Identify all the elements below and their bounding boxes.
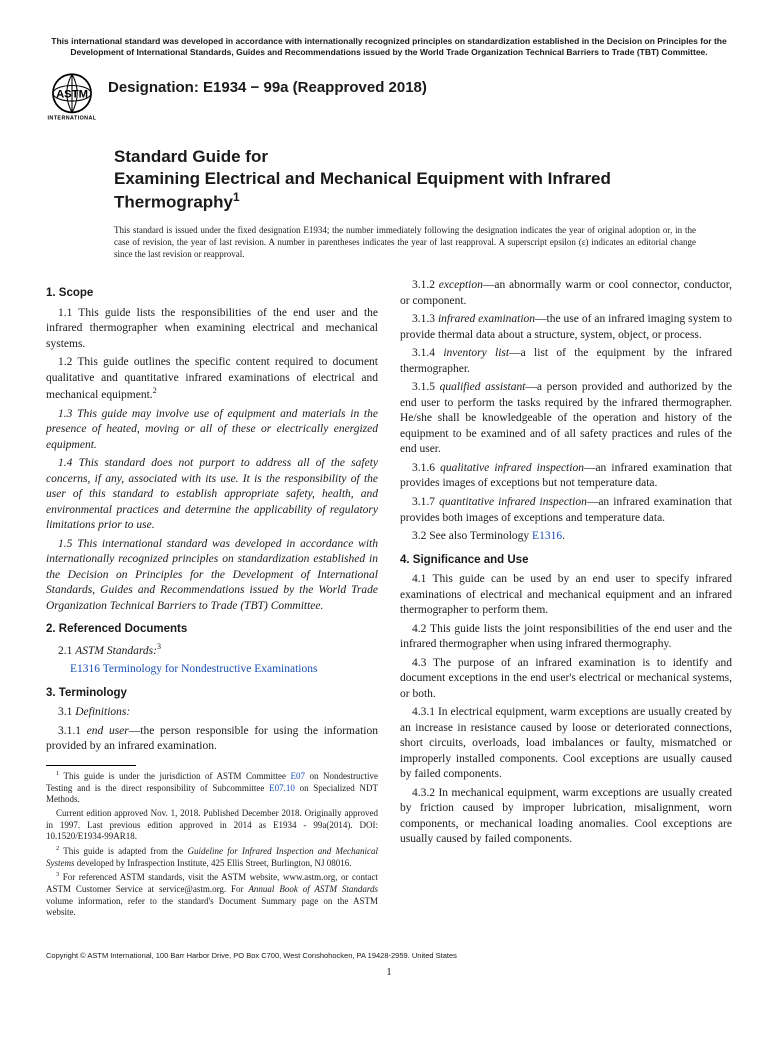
link-e07[interactable]: E07 — [291, 771, 306, 781]
para-3-1-4: 3.1.4 inventory list—a list of the equip… — [400, 346, 732, 377]
section-head-significance: 4. Significance and Use — [400, 553, 732, 569]
issue-note: This standard is issued under the fixed … — [114, 224, 696, 260]
para-4-3-2: 4.3.2 In mechanical equipment, warm exce… — [400, 786, 732, 848]
title-block: Standard Guide for Examining Electrical … — [114, 146, 732, 214]
title-kicker: Standard Guide for — [114, 146, 732, 168]
section-head-refdocs: 2. Referenced Documents — [46, 622, 378, 638]
para-3-1-2: 3.1.2 exception—an abnormally warm or co… — [400, 278, 732, 309]
para-3-1-7: 3.1.7 quantitative infrared inspection—a… — [400, 495, 732, 526]
para-1-2: 1.2 This guide outlines the specific con… — [46, 355, 378, 403]
section-head-scope: 1. Scope — [46, 286, 378, 302]
link-e1316-b[interactable]: E1316 — [532, 530, 562, 542]
para-3-1: 3.1 Definitions: — [46, 705, 378, 721]
designation: Designation: E1934 − 99a (Reapproved 201… — [108, 79, 427, 96]
right-column: 3.1.2 exception—an abnormally warm or co… — [400, 278, 732, 921]
para-1-5: 1.5 This international standard was deve… — [46, 537, 378, 615]
para-3-1-6: 3.1.6 qualitative infrared inspection—an… — [400, 461, 732, 492]
para-3-2: 3.2 See also Terminology E1316. — [400, 529, 732, 545]
footnote-2: 2 This guide is adapted from the Guideli… — [46, 845, 378, 869]
footnote-1-p2: Current edition approved Nov. 1, 2018. P… — [46, 808, 378, 843]
footnote-1: 1 This guide is under the jurisdiction o… — [46, 770, 378, 806]
page-number: 1 — [46, 966, 732, 978]
document-page: This international standard was develope… — [0, 0, 778, 1002]
astm-logo-icon: ASTM INTERNATIONAL — [46, 69, 98, 126]
para-1-3: 1.3 This guide may involve use of equipm… — [46, 407, 378, 454]
header-row: ASTM INTERNATIONAL Designation: E1934 − … — [46, 69, 732, 126]
para-3-1-5: 3.1.5 qualified assistant—a person provi… — [400, 380, 732, 458]
para-2-1: 2.1 ASTM Standards:3 — [46, 642, 378, 659]
para-2-1-link: E1316 Terminology for Nondestructive Exa… — [46, 662, 378, 678]
logo-text-bottom: INTERNATIONAL — [48, 115, 97, 121]
title-main: Examining Electrical and Mechanical Equi… — [114, 168, 732, 214]
footnote-rule — [46, 765, 136, 766]
link-e1316-text[interactable]: Terminology for Nondestructive Examinati… — [100, 663, 317, 675]
footnote-3: 3 For referenced ASTM standards, visit t… — [46, 871, 378, 919]
top-notice: This international standard was develope… — [46, 36, 732, 59]
para-4-3-1: 4.3.1 In electrical equipment, warm exce… — [400, 705, 732, 783]
para-4-2: 4.2 This guide lists the joint responsib… — [400, 622, 732, 653]
copyright-notice: Copyright © ASTM International, 100 Barr… — [46, 951, 732, 960]
para-1-4: 1.4 This standard does not purport to ad… — [46, 456, 378, 534]
section-head-terminology: 3. Terminology — [46, 686, 378, 702]
title-main-text: Examining Electrical and Mechanical Equi… — [114, 169, 611, 212]
title-superscript: 1 — [233, 190, 240, 204]
para-4-3: 4.3 The purpose of an infrared examinati… — [400, 656, 732, 703]
para-4-1: 4.1 This guide can be used by an end use… — [400, 572, 732, 619]
link-e07-10[interactable]: E07.10 — [269, 783, 295, 793]
body-columns: 1. Scope 1.1 This guide lists the respon… — [46, 278, 732, 921]
left-column: 1. Scope 1.1 This guide lists the respon… — [46, 278, 378, 921]
para-1-1: 1.1 This guide lists the responsibilitie… — [46, 306, 378, 353]
para-3-1-1: 3.1.1 end user—the person responsible fo… — [46, 724, 378, 755]
para-3-1-3: 3.1.3 infrared examination—the use of an… — [400, 312, 732, 343]
link-e1316[interactable]: E1316 — [70, 663, 100, 675]
logo-text-top: ASTM — [56, 89, 88, 101]
